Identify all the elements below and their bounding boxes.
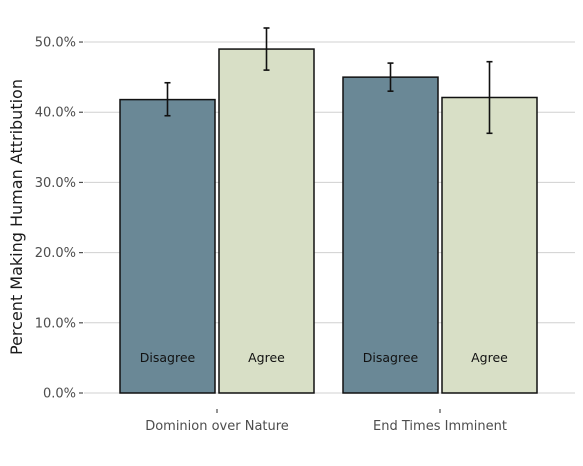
bar-agree	[441, 96, 538, 394]
bars: Disagree Agree Disagree Agree	[119, 27, 538, 394]
y-tick-label: 0.0%	[43, 387, 76, 402]
x-tick-label: End Times Imminent	[373, 419, 507, 434]
y-tick-label: 40.0%	[35, 106, 76, 121]
bar-disagree	[342, 76, 439, 394]
y-tick-label: 20.0%	[35, 246, 76, 261]
x-axis-ticks: Dominion over Nature End Times Imminent	[145, 409, 507, 434]
bar-data-label: Disagree	[363, 350, 419, 365]
y-tick-label: 50.0%	[35, 36, 76, 51]
y-tick-label: 10.0%	[35, 316, 76, 331]
bar-agree	[218, 48, 315, 394]
bar-data-label: Agree	[248, 350, 285, 365]
x-tick-label: Dominion over Nature	[145, 419, 289, 434]
y-tick-label: 30.0%	[35, 176, 76, 191]
y-axis-ticks: 0.0% 10.0% 20.0% 30.0% 40.0% 50.0%	[35, 36, 83, 402]
y-axis-label: Percent Making Human Attribution	[7, 79, 26, 355]
bar-data-label: Agree	[471, 350, 508, 365]
bar-disagree	[119, 98, 216, 394]
bar-data-label: Disagree	[140, 350, 196, 365]
